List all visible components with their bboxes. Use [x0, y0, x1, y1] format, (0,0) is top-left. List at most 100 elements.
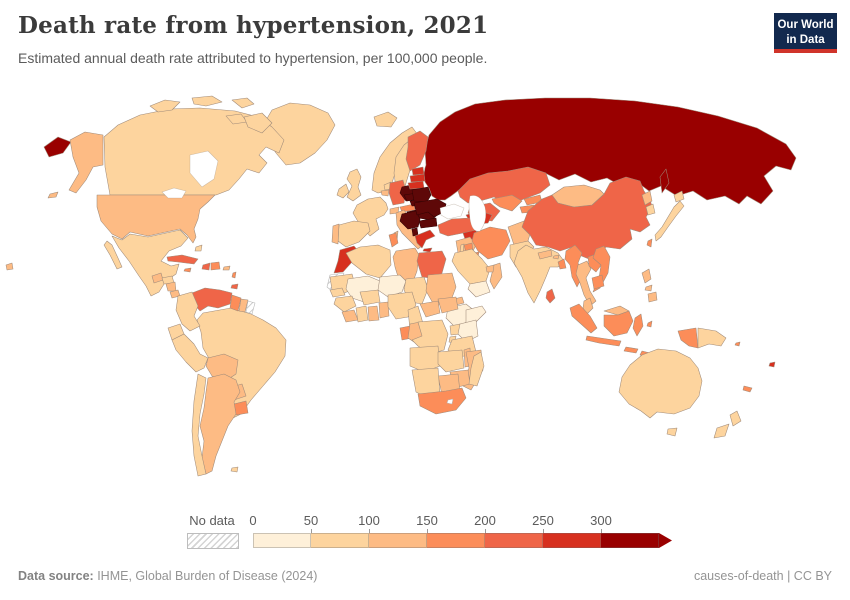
country-peru[interactable]: Peru: [171, 333, 209, 373]
country-uzbekistan[interactable]: Uzbekistan: [491, 194, 523, 212]
country-indonesia-moluccas[interactable]: Indonesia: [646, 320, 653, 328]
country-bhutan[interactable]: Bhutan: [552, 254, 560, 260]
country-taiwan[interactable]: Taiwan: [646, 238, 653, 248]
country-sri-lanka[interactable]: Sri Lanka: [545, 288, 556, 304]
country-puerto-rico[interactable]: Puerto Rico: [222, 265, 231, 271]
legend-bin[interactable]: [369, 533, 427, 548]
country-greece[interactable]: Greece: [414, 229, 436, 249]
country-lesotho[interactable]: Lesotho: [446, 398, 454, 405]
country-madagascar[interactable]: Madagascar: [468, 351, 485, 387]
country-lithuania[interactable]: Lithuania: [407, 180, 425, 190]
country-cuba[interactable]: Cuba: [166, 254, 199, 265]
country-bulgaria[interactable]: Bulgaria: [418, 217, 438, 229]
country-venezuela[interactable]: Venezuela: [191, 287, 233, 312]
country-south-sudan[interactable]: South Sudan: [437, 296, 459, 314]
country-greece-crete[interactable]: Greece: [422, 247, 433, 253]
legend-bin[interactable]: [485, 533, 543, 548]
country-indonesia-papua[interactable]: Indonesia: [677, 327, 699, 349]
country-togo-benin[interactable]: Togo and Benin: [378, 301, 390, 319]
country-philippines-visayas[interactable]: Philippines: [644, 284, 653, 292]
country-indonesia-lesser-sunda[interactable]: Indonesia: [623, 346, 639, 354]
country-belgium[interactable]: Belgium: [380, 189, 390, 197]
country-bangladesh[interactable]: Bangladesh: [557, 258, 567, 270]
country-yemen[interactable]: Yemen: [467, 280, 491, 298]
country-haiti[interactable]: Haiti: [201, 262, 211, 271]
country-philippines-luzon[interactable]: Philippines: [641, 268, 652, 284]
country-north-korea[interactable]: North Korea: [641, 190, 653, 206]
country-russia-chukotka[interactable]: Russia: [43, 136, 72, 158]
legend-color-scale[interactable]: 0 50 100 150 200 250 300: [249, 513, 683, 553]
country-canada-arctic-2[interactable]: Canada: [191, 95, 223, 107]
country-indonesia-sumatra[interactable]: Indonesia: [569, 303, 598, 334]
country-spain[interactable]: Spain: [337, 220, 371, 248]
country-canada[interactable]: Canada: [103, 107, 285, 196]
country-mongolia[interactable]: Mongolia: [551, 184, 605, 208]
country-finland[interactable]: Finland: [405, 130, 429, 172]
country-australia-tasmania[interactable]: Australia: [666, 427, 678, 437]
country-latvia[interactable]: Latvia: [409, 173, 426, 183]
country-portugal[interactable]: Portugal: [331, 223, 340, 245]
legend-bin[interactable]: [311, 533, 369, 548]
country-canada-baffin[interactable]: Canada: [243, 112, 273, 134]
country-philippines-mindanao[interactable]: Philippines: [647, 291, 658, 303]
country-new-zealand-south[interactable]: New Zealand: [713, 423, 730, 439]
country-canada-arctic-1[interactable]: Canada: [149, 99, 181, 113]
country-india[interactable]: India: [513, 244, 565, 304]
country-argentina[interactable]: Argentina: [199, 373, 241, 475]
country-indonesia-java[interactable]: Indonesia: [585, 335, 622, 347]
country-colombia[interactable]: Colombia: [175, 291, 201, 332]
country-russia-sakhalin[interactable]: Russia: [659, 168, 670, 194]
license-text[interactable]: causes-of-death | CC BY: [693, 569, 832, 583]
country-germany[interactable]: Germany: [388, 179, 407, 206]
country-falklands[interactable]: Falkland Islands: [230, 466, 239, 473]
legend-no-data-swatch[interactable]: [187, 533, 239, 549]
country-indonesia-borneo[interactable]: Indonesia: [603, 310, 634, 337]
country-guyana[interactable]: Guyana: [229, 294, 242, 312]
country-usa-hawaii[interactable]: United States: [5, 262, 14, 271]
country-algeria[interactable]: Algeria: [345, 244, 392, 279]
country-guinea[interactable]: Guinea: [333, 295, 357, 313]
country-jamaica[interactable]: Jamaica: [183, 267, 192, 273]
country-uae[interactable]: United Arab Emirates: [485, 264, 495, 273]
country-ghana[interactable]: Ghana: [367, 305, 380, 322]
country-malaysia[interactable]: Malaysia: [582, 297, 594, 315]
country-chile[interactable]: Chile: [191, 373, 207, 477]
country-mexico[interactable]: Mexico: [111, 229, 189, 297]
country-canada-arctic-3[interactable]: Canada: [231, 97, 255, 109]
country-japan[interactable]: Japan: [654, 200, 685, 242]
country-french-guiana[interactable]: French Guiana: [245, 300, 256, 315]
legend-bin[interactable]: [543, 533, 601, 548]
country-tunisia[interactable]: Tunisia: [388, 232, 399, 248]
country-new-zealand-north[interactable]: New Zealand: [729, 410, 742, 427]
country-japan-hokkaido[interactable]: Japan: [673, 190, 685, 203]
country-australia[interactable]: Australia: [618, 348, 703, 419]
legend-bin[interactable]: [601, 533, 659, 548]
country-cote-divoire[interactable]: Cote d'Ivoire: [355, 305, 369, 323]
country-suriname[interactable]: Suriname: [238, 298, 249, 313]
country-vietnam[interactable]: Vietnam: [592, 245, 611, 293]
country-albania[interactable]: Albania: [411, 227, 419, 237]
country-usa-alaska[interactable]: United States: [68, 131, 104, 194]
country-usa[interactable]: United States: [96, 194, 216, 244]
country-ireland[interactable]: Ireland: [336, 183, 350, 199]
legend-bin[interactable]: [427, 533, 485, 548]
country-nepal[interactable]: Nepal: [537, 249, 553, 260]
country-trinidad[interactable]: Trinidad and Tobago: [230, 283, 239, 290]
country-lesser-antilles[interactable]: Lesser Antilles: [231, 271, 237, 279]
country-russia[interactable]: Russia: [423, 97, 797, 205]
country-cambodia[interactable]: Cambodia: [591, 274, 605, 290]
country-belarus[interactable]: Belarus: [411, 186, 432, 203]
country-senegal[interactable]: Senegal: [329, 287, 346, 298]
country-central-african-republic[interactable]: Central African Republic: [419, 300, 441, 318]
country-south-korea[interactable]: South Korea: [645, 203, 656, 216]
legend-bin[interactable]: [253, 533, 311, 548]
country-bahamas[interactable]: Bahamas: [194, 244, 203, 252]
country-usa-aleutians[interactable]: United States: [47, 191, 59, 199]
legend-color-bar[interactable]: [253, 533, 672, 548]
country-south-africa[interactable]: South Africa: [417, 387, 467, 415]
country-sierra-leone-liberia[interactable]: Sierra Leone and Liberia: [341, 309, 359, 323]
country-fiji[interactable]: Fiji: [768, 361, 776, 368]
country-ukraine[interactable]: Ukraine: [413, 198, 447, 218]
country-indonesia-sulawesi[interactable]: Indonesia: [632, 313, 644, 337]
country-new-caledonia[interactable]: New Caledonia: [742, 385, 753, 393]
